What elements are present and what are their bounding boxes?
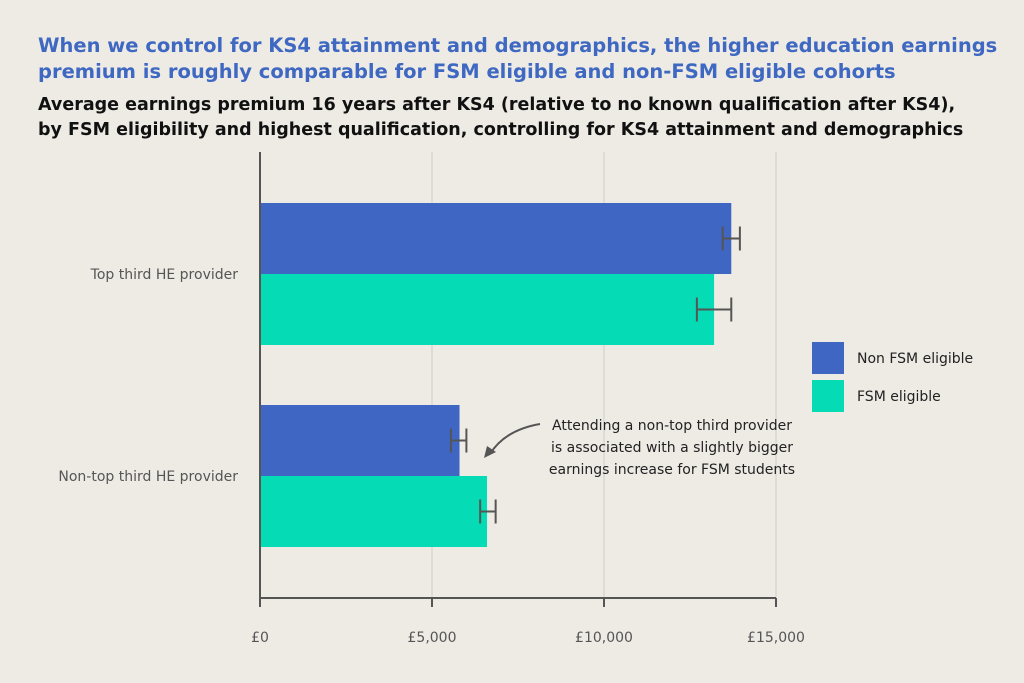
x-tick-label: £5,000 (408, 630, 457, 646)
legend-swatch (812, 342, 844, 374)
headline-line-2: premium is roughly comparable for FSM el… (38, 60, 896, 83)
x-tick-label: £15,000 (747, 630, 805, 646)
annotation-line-2: is associated with a slightly bigger (551, 440, 793, 456)
category-label: Top third HE provider (90, 267, 239, 283)
annotation-line-1: Attending a non-top third provider (552, 418, 792, 434)
bars (260, 203, 732, 547)
legend-label: Non FSM eligible (857, 351, 973, 367)
axes: £0 £5,000 £10,000 £15,000 (251, 152, 805, 646)
x-tick-label: £10,000 (575, 630, 633, 646)
headline-line-1: When we control for KS4 attainment and d… (38, 34, 997, 57)
bar (260, 405, 460, 476)
legend-label: FSM eligible (857, 389, 941, 405)
annotation-arrow (489, 423, 541, 455)
bar (260, 203, 732, 274)
error-bars (449, 226, 741, 524)
annotation: Attending a non-top third provider is as… (484, 418, 795, 478)
category-label: Non-top third HE provider (58, 469, 238, 485)
bar (260, 476, 488, 547)
x-tick-label: £0 (251, 630, 269, 646)
category-labels: Top third HE provider Non-top third HE pr… (58, 267, 238, 485)
annotation-line-3: earnings increase for FSM students (549, 462, 795, 478)
legend: Non FSM eligible FSM eligible (812, 342, 973, 412)
legend-swatch (812, 380, 844, 412)
chart-title: Average earnings premium 16 years after … (38, 95, 955, 115)
annotation-arrowhead-icon (484, 446, 496, 458)
chart-subtitle: by FSM eligibility and highest qualifica… (38, 120, 963, 140)
bar (260, 274, 715, 345)
